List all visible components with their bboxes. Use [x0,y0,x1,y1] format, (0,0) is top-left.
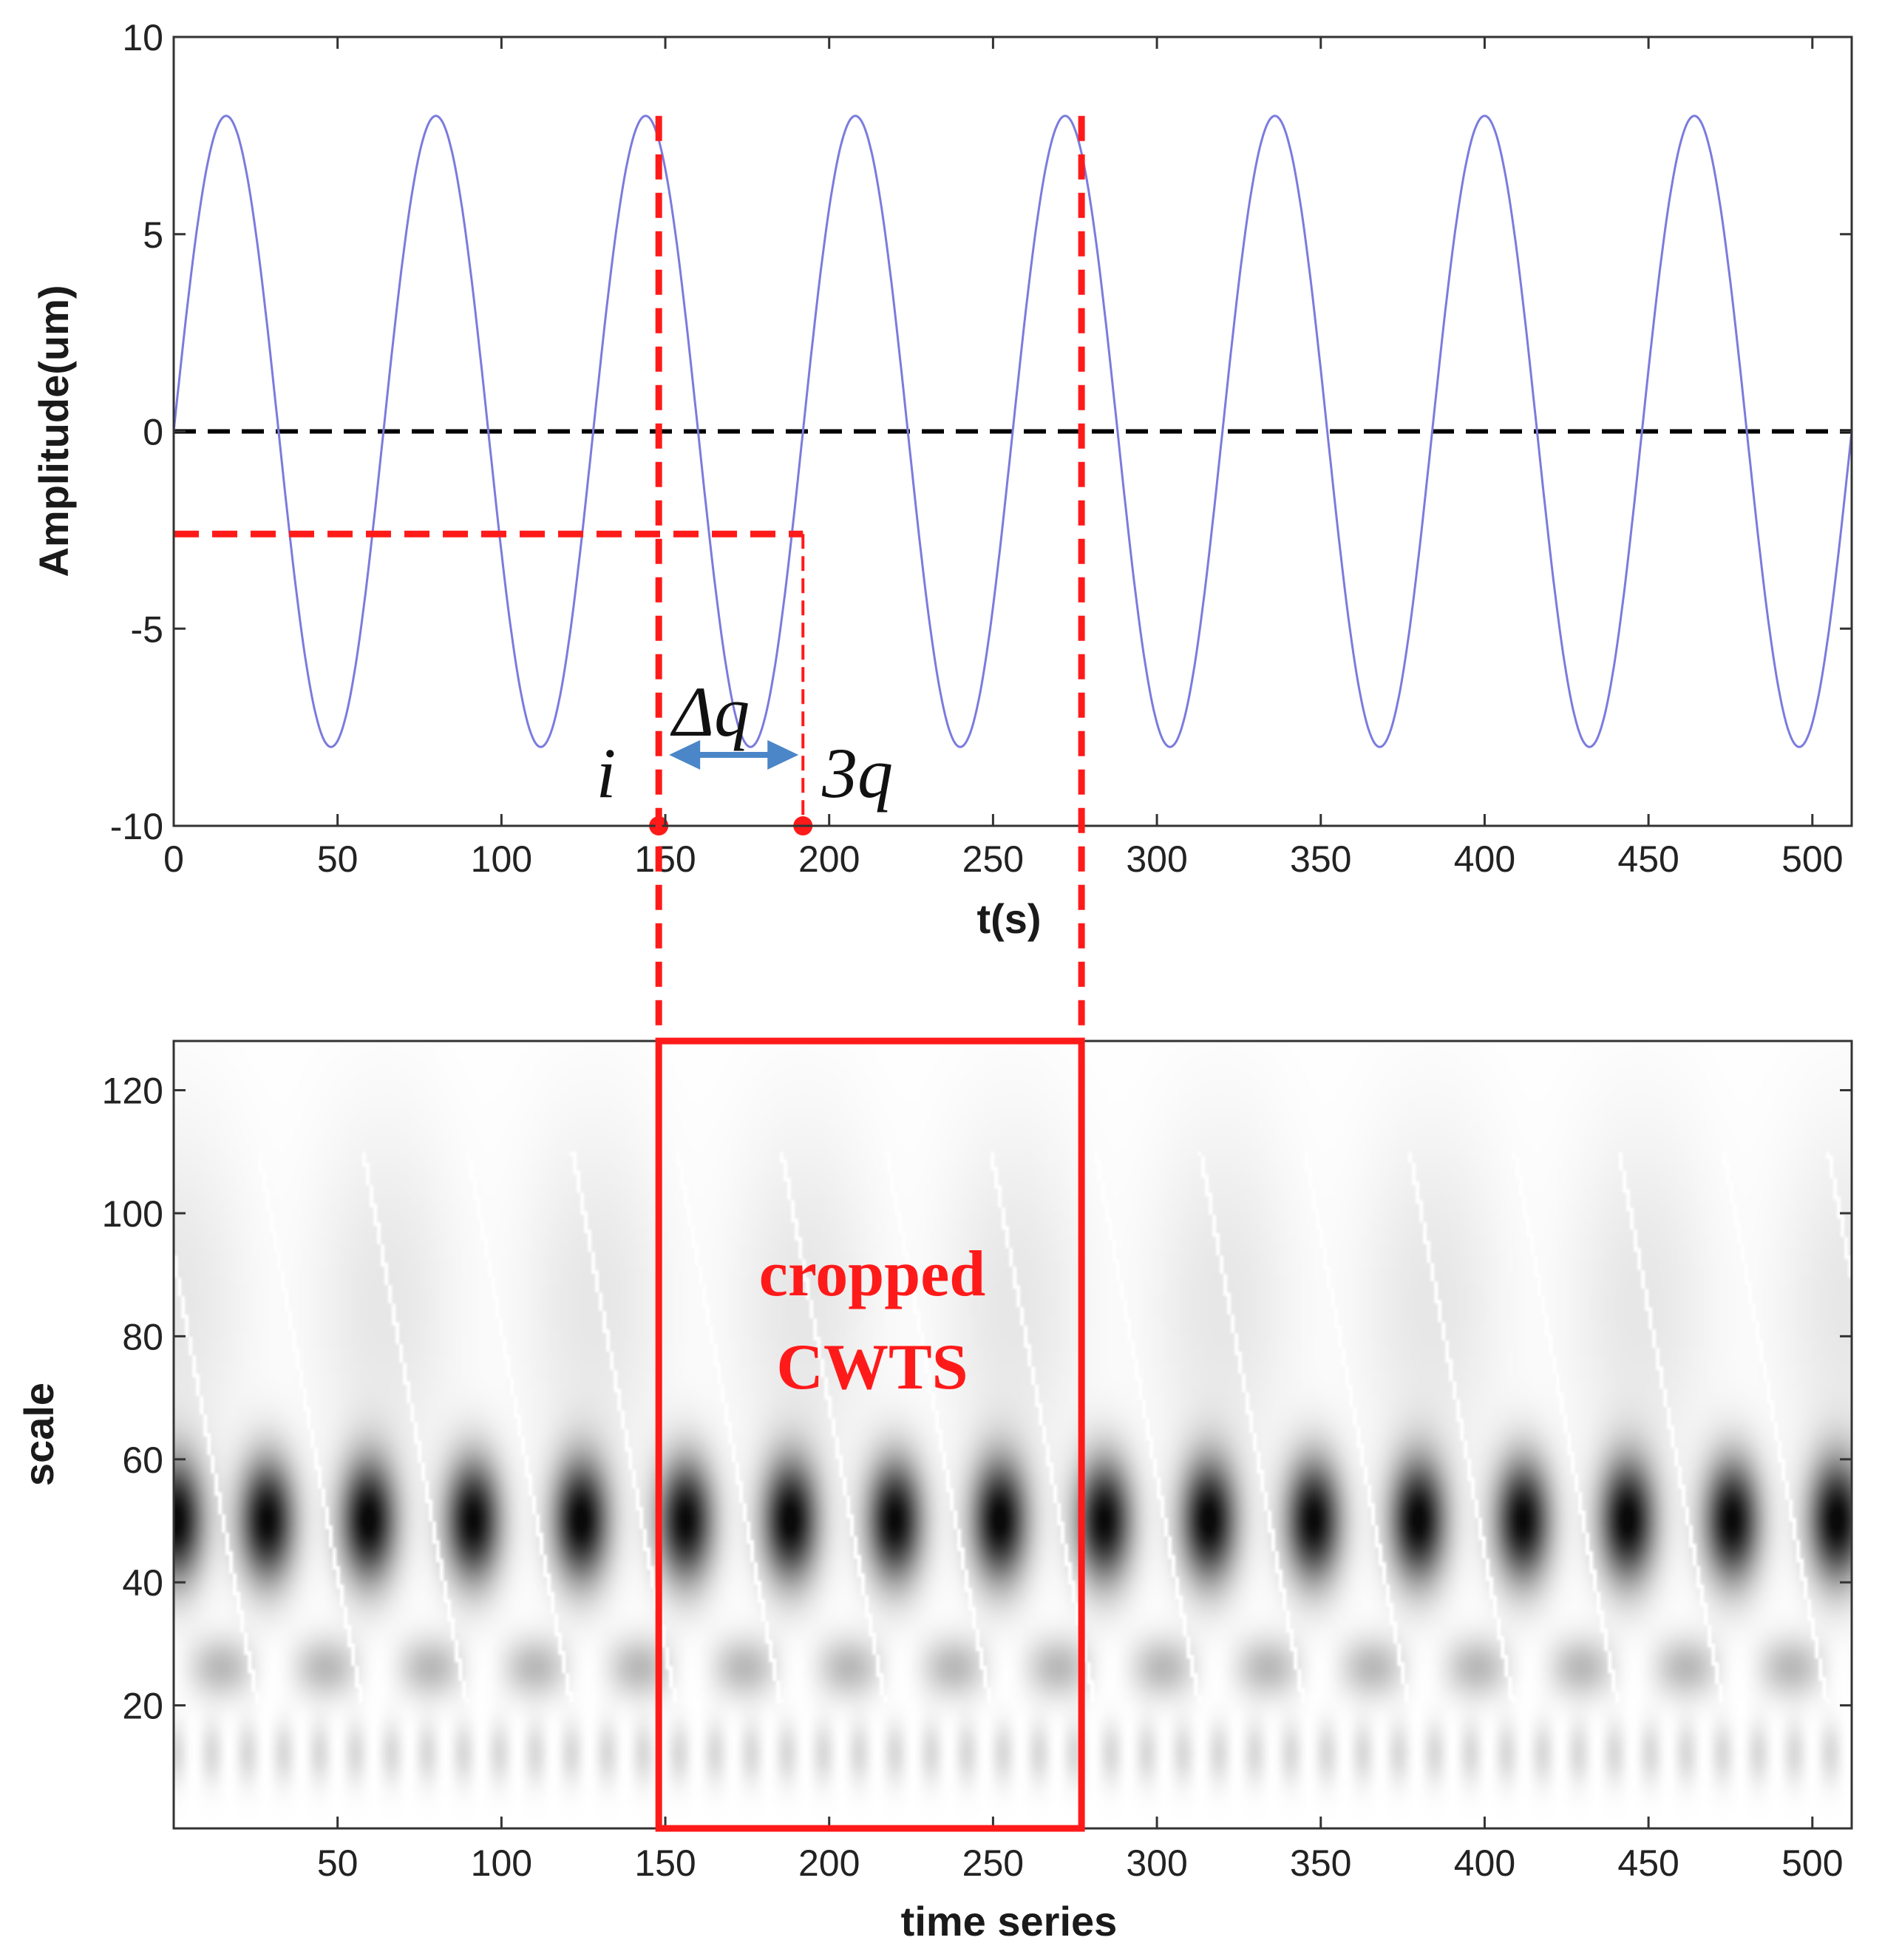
bottom-x-tick-label: 300 [1126,1842,1187,1884]
top-y-axis-label: Amplitude(um) [30,285,77,577]
top-y-ticks: 10 5 0 -5 -10 [110,17,1852,847]
top-x-tick-label: 500 [1781,838,1843,880]
top-x-tick-label: 350 [1290,838,1351,880]
top-y-tick-label: 0 [143,412,163,453]
bottom-x-tick-label: 400 [1454,1842,1515,1884]
top-x-tick-label: 250 [962,838,1024,880]
bottom-y-tick-label: 120 [102,1071,163,1112]
top-y-tick-label: -5 [131,608,163,650]
bottom-y-tick-label: 40 [122,1562,163,1604]
bottom-x-axis-label: time series [901,1898,1118,1944]
top-x-ticks: 0 50 100 150 200 250 300 350 400 450 500 [163,37,1844,880]
label-i: i [597,733,616,813]
bottom-x-tick-label: 450 [1617,1842,1679,1884]
bottom-x-tick-label: 250 [962,1842,1024,1884]
crop-box-rect [655,1037,1085,1832]
top-x-tick-label: 50 [317,838,359,880]
bottom-x-ticks: 50 100 150 200 250 300 350 400 450 500 [317,1817,1844,1884]
bottom-y-tick-label: 100 [102,1193,163,1235]
bottom-x-tick-label: 150 [634,1842,696,1884]
signal-series-line [172,115,1853,748]
cwt-heatmap-image [174,1041,1852,1828]
crop-label-line2: CWTS [776,1332,968,1403]
top-y-tick-label: -10 [110,806,163,847]
amplitude-plot: 0 50 100 150 200 250 300 350 400 450 500 1050-5-10… [30,17,1853,942]
top-x-tick-label: 150 [634,838,696,880]
top-y-tick-label: 5 [143,214,163,256]
label-3q: 3q [821,733,893,813]
bottom-x-tick-label: 350 [1290,1842,1351,1884]
top-y-tick-label: 10 [122,17,163,58]
top-x-tick-label: 200 [798,838,860,880]
delta-q-arrowhead-right [767,739,799,770]
bottom-y-ticks: 120 100 80 60 40 20 [102,1071,1852,1727]
top-x-tick-label: 0 [163,838,184,880]
top-x-tick-label: 450 [1617,838,1679,880]
top-x-tick-label: 100 [471,838,532,880]
top-x-axis-label: t(s) [976,895,1041,942]
bottom-y-tick-label: 60 [122,1440,163,1481]
bottom-x-tick-label: 200 [798,1842,860,1884]
label-delta-q: Δq [670,672,750,751]
bottom-x-tick-label: 100 [471,1842,532,1884]
bottom-y-tick-label: 20 [122,1686,163,1727]
top-x-tick-label: 300 [1126,838,1187,880]
top-plot-lines [172,115,1853,835]
cwt-heatmap [174,1041,1852,1828]
top-x-tick-label: 400 [1454,838,1515,880]
bottom-x-tick-label: 50 [317,1842,359,1884]
bottom-x-tick-label: 500 [1781,1842,1843,1884]
crop-label-line1: cropped [759,1238,985,1310]
delta-q-arrowhead-left [669,739,701,770]
window-connector-lines [655,115,1085,1041]
crop-box-overlay [655,1037,1085,1832]
bottom-y-axis-label: scale [16,1383,62,1486]
cwt-scalogram: 50 100 150 200 250 300 350 400 450 500 120 100 80 60… [16,1037,1853,1944]
bottom-y-tick-label: 80 [122,1316,163,1357]
